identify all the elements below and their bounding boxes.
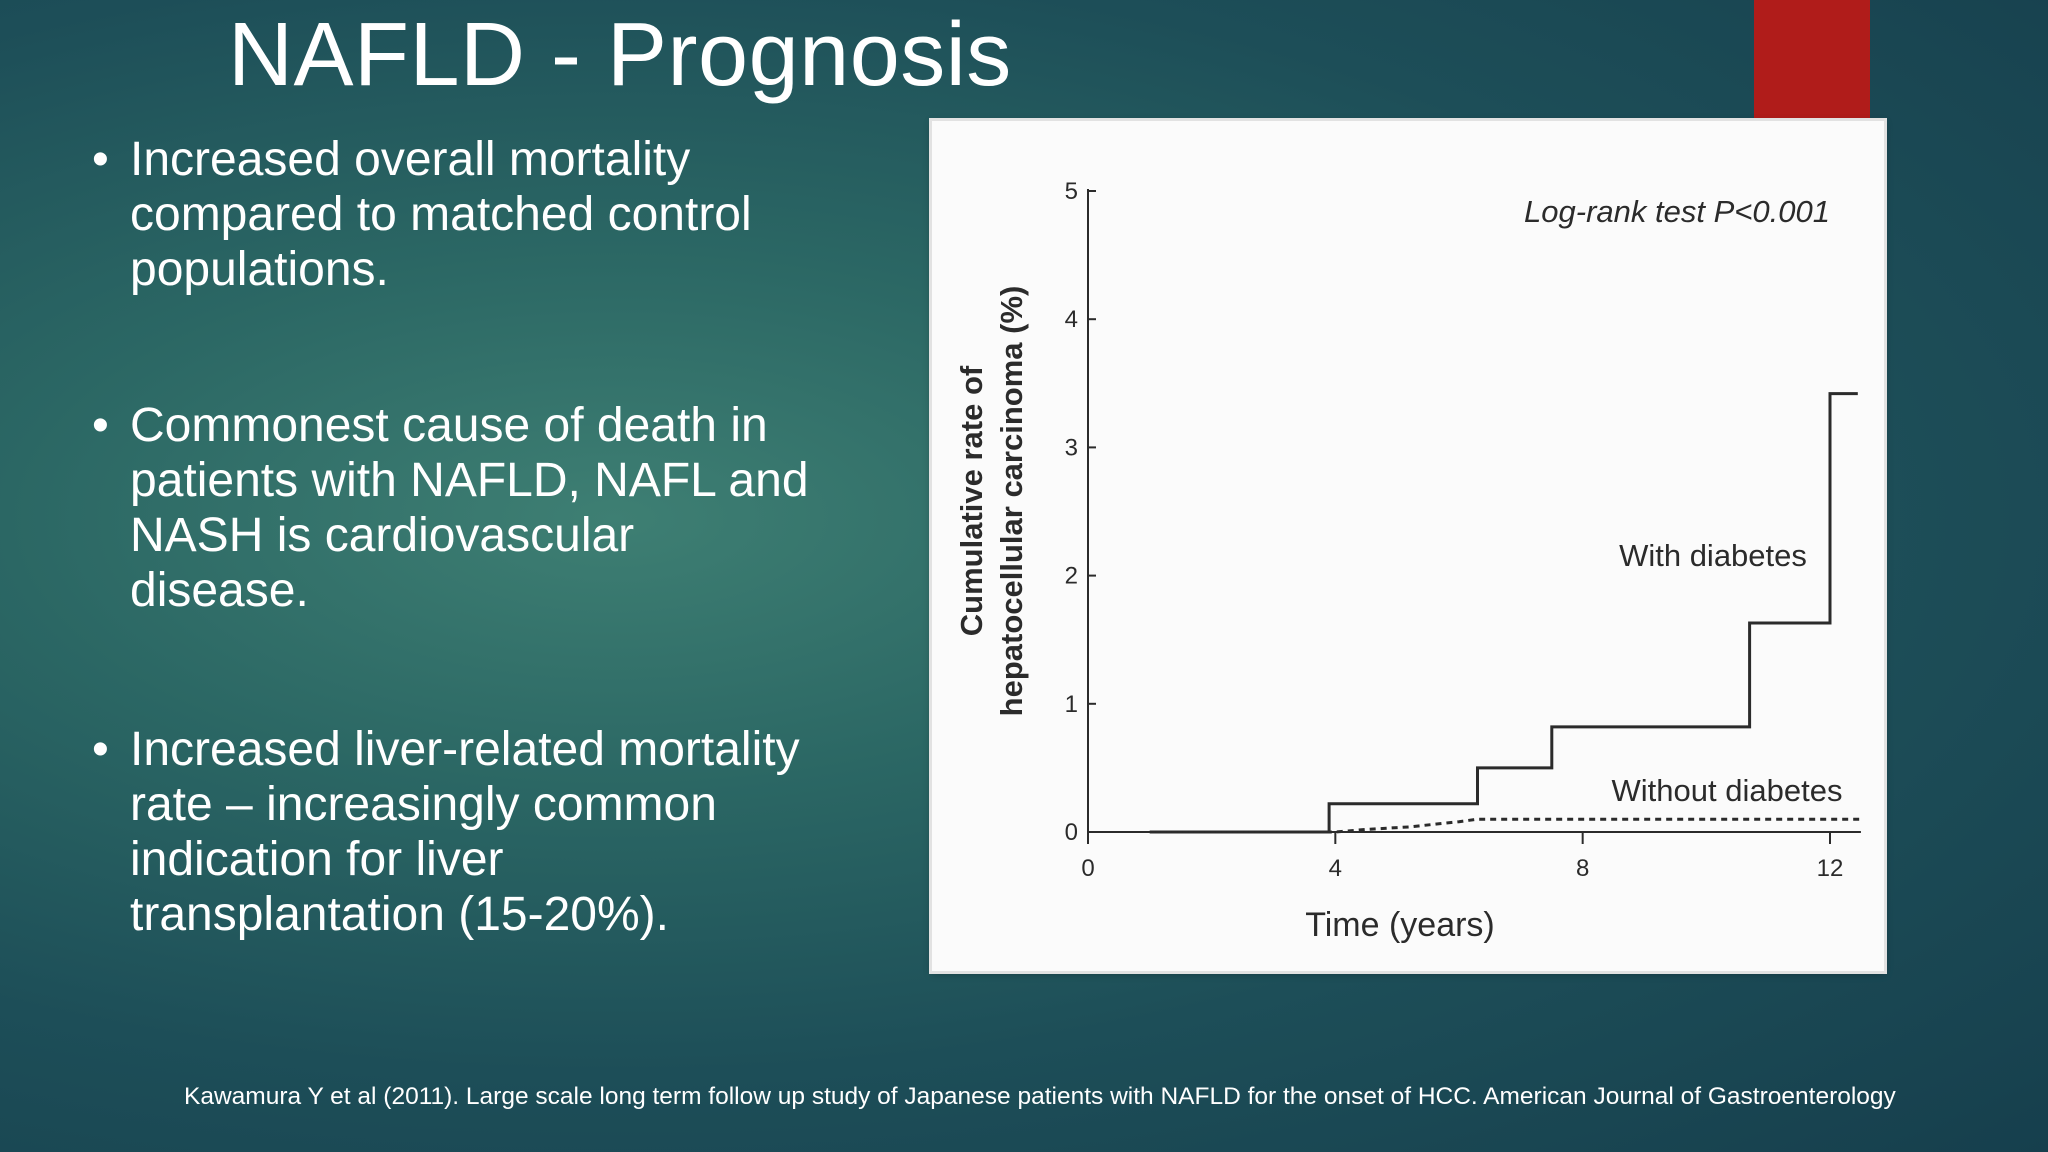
bullet-line: indication for liver <box>130 833 504 886</box>
chart-panel: 0 1 2 3 4 5 0 4 8 12 Time (years) Cumulative rate o… <box>932 121 1884 971</box>
bullet-line: rate – increasingly common <box>130 778 717 831</box>
y-tick-label: 4 <box>1065 306 1078 333</box>
bullet-item: • Increased overall mortality compared t… <box>92 132 892 297</box>
bullet-line: Increased liver-related mortality <box>130 723 800 776</box>
x-tick-label: 0 <box>1081 855 1094 882</box>
accent-bar <box>1754 0 1870 122</box>
bullet-line: compared to matched control <box>130 188 752 241</box>
series-label: Without diabetes <box>1612 773 1843 808</box>
y-axis-label-line: hepatocellular carcinoma (%) <box>994 286 1029 717</box>
bullet-line: transplantation (15-20%). <box>130 888 669 941</box>
y-tick-label: 1 <box>1065 691 1078 718</box>
x-tick-label: 4 <box>1329 855 1342 882</box>
bullet-marker: • <box>92 399 109 452</box>
series-label: With diabetes <box>1619 538 1807 573</box>
x-tick-label: 12 <box>1817 855 1844 882</box>
x-tick-label: 8 <box>1576 855 1589 882</box>
y-axis-label: Cumulative rate of hepatocellular carcino… <box>954 286 1029 717</box>
bullet-item: • Increased liver-related mortality rate… <box>92 722 892 942</box>
bullet-line: NASH is cardiovascular <box>130 509 635 562</box>
bullet-line: Increased overall mortality <box>130 133 691 186</box>
bullet-line: disease. <box>130 564 309 617</box>
y-tick-label: 3 <box>1065 434 1078 461</box>
bullet-line: Commonest cause of death in <box>130 399 768 452</box>
y-tick-label: 2 <box>1065 563 1078 590</box>
series-line <box>1149 817 1861 834</box>
log-rank-annotation: Log-rank test P<0.001 <box>1524 194 1830 229</box>
bullet-list: • Increased overall mortality compared t… <box>92 132 892 942</box>
bullet-item: • Commonest cause of death in patients w… <box>92 398 892 618</box>
bullet-line: populations. <box>130 243 389 296</box>
y-tick-label: 5 <box>1065 178 1078 205</box>
citation: Kawamura Y et al (2011). Large scale lon… <box>184 1083 1896 1110</box>
bullet-marker: • <box>92 723 109 776</box>
x-axis-label: Time (years) <box>1305 906 1495 944</box>
bullet-marker: • <box>92 133 109 186</box>
bullet-line: patients with NAFLD, NAFL and <box>130 454 809 507</box>
y-axis-label-line: Cumulative rate of <box>954 365 989 636</box>
series-line <box>1149 392 1858 834</box>
y-tick-label: 0 <box>1065 819 1078 846</box>
slide-title: NAFLD - Prognosis <box>228 5 1012 105</box>
